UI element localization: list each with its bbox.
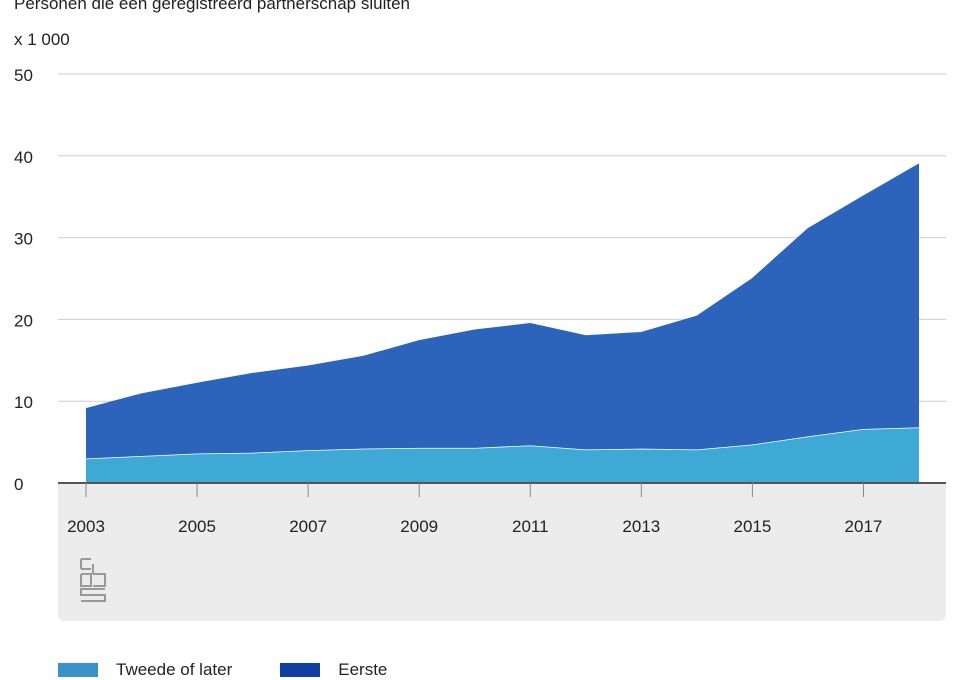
legend-item-tweede[interactable]: Tweede of later <box>58 660 232 680</box>
chart-title: Personen die een geregistreerd partnersc… <box>14 0 410 13</box>
legend-swatch-tweede <box>58 663 98 677</box>
y-tick-label: 0 <box>14 475 23 494</box>
legend-label-tweede: Tweede of later <box>116 660 233 679</box>
series-top-line-eerste <box>85 163 920 410</box>
x-tick-label: 2015 <box>733 517 771 536</box>
x-tick-label: 2017 <box>845 517 883 536</box>
series-area-tweede <box>86 427 919 483</box>
y-tick-label: 50 <box>14 66 33 85</box>
y-tick-label: 40 <box>14 148 33 167</box>
x-tick-label: 2013 <box>622 517 660 536</box>
legend-swatch-eerste <box>280 663 321 677</box>
x-tick-label: 2005 <box>178 517 216 536</box>
x-tick-label: 2007 <box>289 517 327 536</box>
cbs-logo-icon <box>78 556 110 609</box>
y-tick-label: 20 <box>14 311 33 330</box>
y-tick-label: 30 <box>14 230 33 249</box>
legend-label-eerste: Eerste <box>338 660 388 679</box>
x-tick-label: 2003 <box>67 517 105 536</box>
area-chart: 0 10 20 30 40 50 2003 2005 2007 2009 2011 2013 2015 2… <box>14 66 946 621</box>
legend-item-eerste[interactable]: Eerste <box>280 660 387 680</box>
x-axis-band <box>58 483 946 621</box>
x-tick-label: 2011 <box>512 517 549 536</box>
y-tick-label: 10 <box>14 393 33 412</box>
series-area-eerste <box>86 163 919 459</box>
y-axis-unit-label: x 1 000 <box>14 30 70 49</box>
chart-legend: Tweede of later Eerste <box>58 660 435 680</box>
x-tick-label: 2009 <box>400 517 438 536</box>
